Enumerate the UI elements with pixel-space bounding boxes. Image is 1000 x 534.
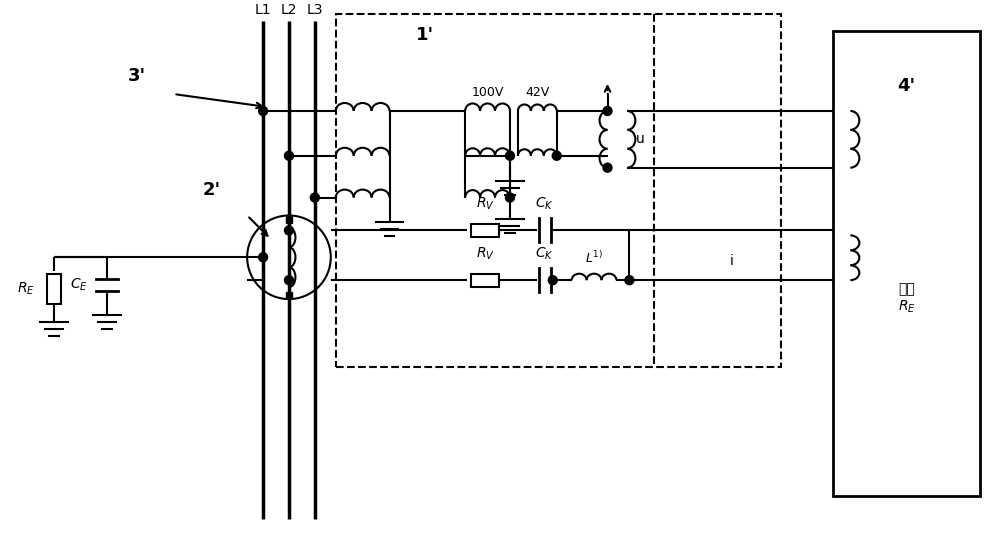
- Circle shape: [552, 151, 561, 160]
- Text: 2': 2': [202, 180, 220, 199]
- Text: i: i: [729, 254, 733, 268]
- Text: L1: L1: [255, 3, 271, 18]
- Text: $R_E$: $R_E$: [17, 281, 35, 297]
- Circle shape: [284, 226, 293, 235]
- Text: $C_K$: $C_K$: [535, 246, 554, 262]
- Circle shape: [505, 193, 514, 202]
- Bar: [336, 14, 781, 367]
- Text: 1': 1': [416, 26, 434, 44]
- Text: 3': 3': [128, 67, 146, 85]
- Text: $R_V$: $R_V$: [476, 196, 495, 213]
- Text: 100V: 100V: [471, 86, 504, 99]
- Bar: [286, 292, 292, 298]
- Text: 4': 4': [898, 77, 916, 95]
- Circle shape: [603, 106, 612, 115]
- Text: 计算
$R_E$: 计算 $R_E$: [898, 282, 916, 315]
- Circle shape: [284, 151, 293, 160]
- Text: $C_K$: $C_K$: [535, 196, 554, 213]
- Bar: [471, 274, 499, 287]
- Text: L3: L3: [307, 3, 323, 18]
- Circle shape: [625, 276, 634, 285]
- Text: u: u: [635, 132, 644, 146]
- Circle shape: [259, 253, 268, 262]
- Text: 42V: 42V: [525, 86, 549, 99]
- Text: $C_E$: $C_E$: [70, 277, 88, 293]
- Circle shape: [548, 276, 557, 285]
- Text: L2: L2: [281, 3, 297, 18]
- Bar: [833, 32, 980, 496]
- Bar: [286, 216, 292, 223]
- Circle shape: [259, 106, 268, 115]
- Circle shape: [603, 163, 612, 172]
- Circle shape: [505, 151, 514, 160]
- Circle shape: [310, 193, 319, 202]
- Bar: [47, 274, 61, 304]
- Text: $R_V$: $R_V$: [476, 246, 495, 262]
- Circle shape: [284, 276, 293, 285]
- Text: $L^{1)}$: $L^{1)}$: [585, 250, 603, 266]
- Bar: [471, 224, 499, 237]
